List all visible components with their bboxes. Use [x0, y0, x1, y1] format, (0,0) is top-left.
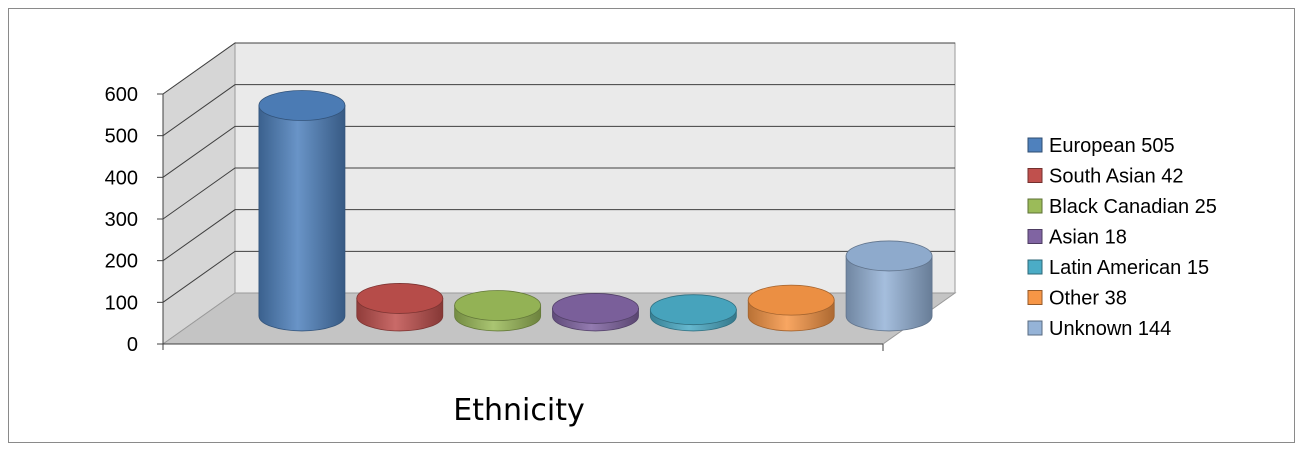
y-axis: 0 100 200 300 400 500 600	[105, 84, 884, 356]
gridline	[162, 84, 955, 137]
legend-swatch	[1027, 320, 1043, 336]
x-axis-label: Ethnicity	[453, 393, 584, 428]
legend-swatch	[1027, 229, 1043, 244]
bar-top	[552, 293, 639, 324]
legend-label: Asian 18	[1049, 227, 1127, 249]
gridlines	[162, 42, 955, 303]
y-tick-label: 0	[127, 334, 138, 356]
legend-label: Black Canadian 25	[1049, 196, 1217, 218]
legend-swatch	[1027, 198, 1043, 214]
bar-top	[747, 284, 835, 316]
y-tick-label: 300	[105, 209, 138, 231]
y-tick-label: 100	[105, 292, 138, 314]
legend-swatch	[1027, 290, 1043, 305]
legend-item: European 505	[1027, 135, 1175, 157]
y-tick-label: 500	[105, 126, 138, 148]
bar-3	[454, 290, 542, 332]
legend-label: European 505	[1049, 135, 1175, 157]
bar-5	[649, 294, 737, 332]
legend-item: Unknown 144	[1027, 318, 1171, 340]
gridline	[162, 42, 955, 95]
bar-4	[552, 293, 639, 332]
gridline	[162, 250, 955, 303]
legend-swatch	[1027, 259, 1043, 275]
legend-label: Unknown 144	[1049, 318, 1171, 340]
legend-item: South Asian 42	[1027, 166, 1184, 188]
gridline	[162, 125, 955, 178]
y-tick-label: 600	[105, 84, 138, 106]
gridline	[162, 167, 955, 220]
legend-swatch	[1027, 168, 1043, 183]
legend-item: Latin American 15	[1027, 257, 1209, 279]
legend: European 505 South Asian 42 Black Canadian…	[1027, 135, 1217, 340]
bar-top	[258, 90, 346, 121]
y-tick-label: 400	[105, 167, 138, 189]
legend-item: Other 38	[1027, 288, 1127, 310]
bar-top	[845, 240, 933, 272]
legend-label: Other 38	[1049, 288, 1127, 310]
bar-1	[258, 90, 346, 332]
legend-label: Latin American 15	[1049, 257, 1209, 279]
bar-body	[258, 105, 346, 332]
bar-7	[845, 240, 933, 332]
bar-top	[356, 283, 444, 314]
legend-item: Black Canadian 25	[1027, 196, 1217, 218]
y-tick-label: 200	[105, 251, 138, 273]
bar-2	[356, 283, 444, 332]
gridline	[162, 209, 955, 262]
bar-body	[845, 255, 933, 332]
legend-item: Asian 18	[1027, 227, 1127, 249]
bar-top	[649, 294, 737, 326]
bars	[258, 90, 933, 332]
bar-top	[454, 290, 542, 321]
bar-6	[747, 284, 835, 332]
legend-swatch	[1027, 137, 1043, 153]
legend-label: South Asian 42	[1049, 166, 1184, 188]
